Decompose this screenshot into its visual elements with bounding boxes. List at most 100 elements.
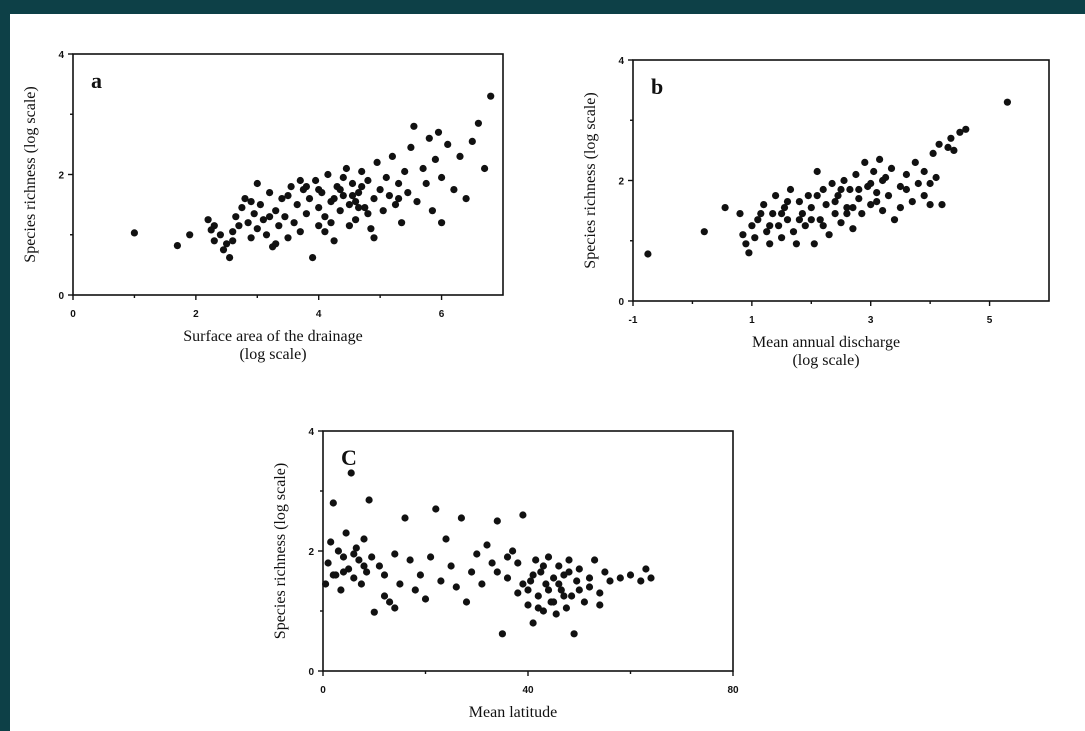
y-tick-label: 4 [58, 50, 64, 61]
data-point [846, 185, 854, 194]
plot-frame [322, 430, 734, 672]
y-tick-label: 2 [58, 171, 64, 182]
data-point [831, 198, 839, 206]
x-tick-label: -1 [629, 315, 638, 326]
data-point [739, 231, 747, 239]
data-point [890, 216, 899, 224]
data-point [327, 538, 335, 546]
data-point [596, 589, 604, 597]
y-axis-title: Species richness (log scale) [272, 463, 289, 639]
data-point [262, 231, 271, 239]
data-point [364, 210, 372, 218]
data-point [786, 185, 795, 194]
data-point [210, 237, 218, 245]
data-point [398, 219, 406, 227]
data-point [873, 189, 881, 197]
panel-letter: a [91, 68, 102, 93]
y-tick-label: 0 [308, 667, 314, 678]
data-point [293, 201, 301, 209]
data-point [887, 164, 896, 172]
data-point [396, 580, 404, 588]
data-point [514, 589, 522, 597]
data-point [819, 185, 827, 194]
data-point [896, 182, 905, 191]
data-point [825, 231, 833, 239]
data-point [130, 229, 138, 237]
x-tick-label: 4 [316, 309, 322, 320]
data-point [278, 195, 286, 203]
data-point [232, 213, 240, 221]
data-point [816, 216, 824, 224]
data-point [550, 598, 558, 606]
data-point [259, 216, 267, 224]
figure-sheet: 0 2 4 6 0 2 4 a Surface area of the drainage (log… [10, 14, 1085, 731]
x-tick-label: 3 [868, 315, 874, 326]
data-point [861, 158, 869, 166]
data-point [348, 192, 357, 200]
data-point [330, 195, 338, 203]
data-point [428, 207, 436, 215]
data-point [425, 134, 433, 142]
data-point [884, 192, 893, 200]
data-point [444, 140, 452, 148]
data-point [266, 189, 274, 197]
data-point [342, 529, 350, 537]
data-point [355, 204, 363, 212]
data-point [173, 242, 181, 250]
data-point [404, 189, 412, 197]
data-point [585, 583, 594, 591]
data-point [241, 195, 249, 203]
data-point [382, 173, 390, 182]
data-point [570, 630, 578, 638]
data-point [352, 216, 360, 224]
data-point [1003, 98, 1012, 106]
data-point [601, 568, 609, 576]
data-point [437, 577, 445, 585]
x-tick-label: 40 [522, 685, 534, 696]
data-point [478, 580, 486, 588]
data-point [204, 216, 212, 224]
data-point [626, 571, 635, 579]
data-point [783, 216, 792, 224]
data-point [229, 237, 237, 245]
data-point [327, 219, 335, 227]
data-point [503, 553, 512, 561]
data-point [357, 580, 365, 588]
data-point [700, 228, 708, 236]
data-point [416, 571, 424, 579]
x-tick-label: 6 [439, 309, 445, 320]
x-tick-label: 0 [70, 309, 76, 320]
y-axis-title: Species richness (log scale) [582, 92, 599, 268]
data-point [831, 210, 839, 218]
x-axis-title: (log scale) [239, 346, 306, 363]
data-point [498, 630, 506, 638]
data-point [751, 234, 759, 242]
data-point [380, 571, 389, 579]
data-point [647, 574, 655, 582]
data-point [580, 598, 589, 606]
data-point [422, 179, 430, 188]
data-point [642, 565, 650, 573]
data-point [902, 170, 911, 179]
panel-c: 0 40 80 0 2 4 C Mean latitude Species richness (… [272, 427, 739, 721]
data-point [557, 586, 565, 594]
panel-letter: b [651, 74, 663, 99]
x-axis-title: (log scale) [792, 352, 859, 369]
data-point [321, 228, 329, 236]
data-point [488, 559, 496, 567]
data-point [534, 604, 542, 612]
data-point [226, 254, 234, 262]
data-point [542, 580, 550, 588]
data-point [843, 204, 851, 212]
data-point [330, 237, 338, 245]
data-point [879, 176, 887, 185]
data-point [345, 201, 353, 209]
data-point [849, 225, 857, 233]
data-point [360, 535, 368, 543]
data-point [813, 167, 821, 176]
data-point [302, 183, 310, 191]
data-point [305, 195, 314, 203]
data-point [474, 119, 482, 127]
data-point [555, 580, 563, 588]
